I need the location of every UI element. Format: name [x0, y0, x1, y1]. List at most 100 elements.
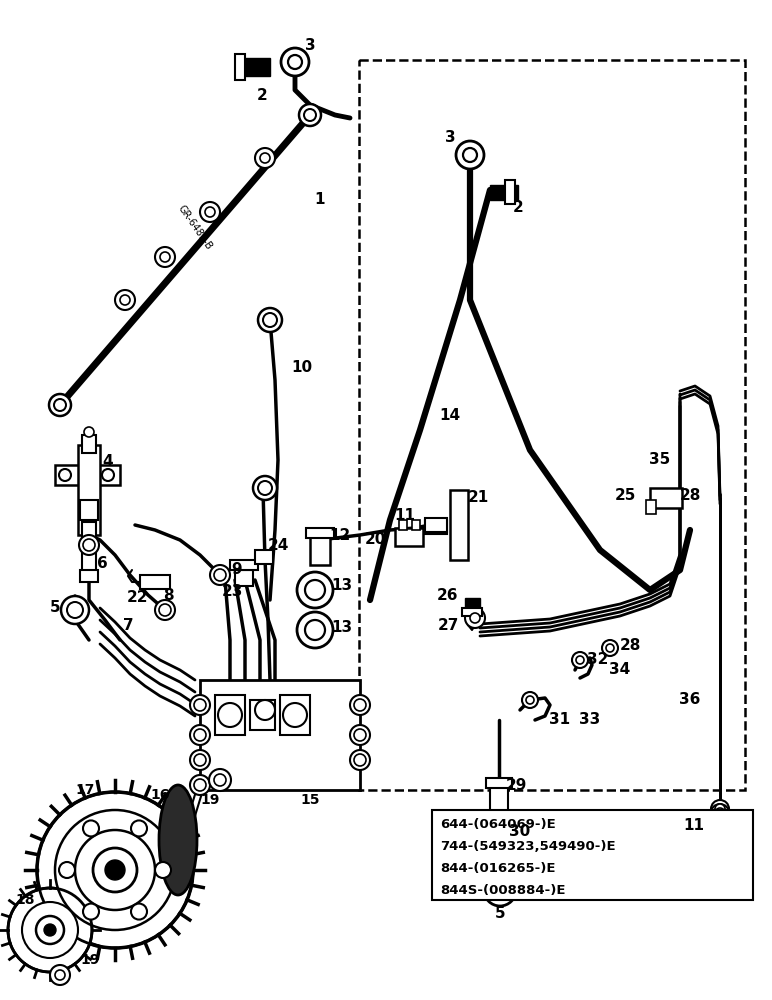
Circle shape	[456, 141, 484, 169]
Circle shape	[59, 862, 75, 878]
Circle shape	[484, 874, 516, 906]
Bar	[240, 58, 270, 76]
Circle shape	[715, 804, 725, 814]
Bar	[486, 778, 512, 788]
Text: 28: 28	[679, 488, 701, 502]
Text: 27: 27	[437, 617, 459, 633]
Circle shape	[209, 769, 231, 791]
Text: 28: 28	[619, 638, 641, 652]
Circle shape	[59, 469, 71, 481]
Text: 13: 13	[331, 620, 353, 636]
Circle shape	[190, 750, 210, 770]
Circle shape	[711, 800, 729, 818]
Circle shape	[131, 904, 147, 920]
Bar	[235, 570, 253, 586]
Circle shape	[190, 775, 210, 795]
Circle shape	[470, 613, 480, 623]
Text: 21: 21	[467, 490, 489, 506]
Circle shape	[200, 202, 220, 222]
Bar	[140, 575, 170, 589]
Text: 14: 14	[439, 408, 461, 422]
Text: 5: 5	[49, 600, 60, 615]
Text: 11: 11	[683, 818, 705, 832]
Text: 5: 5	[495, 906, 506, 922]
Bar	[359, 60, 745, 790]
Text: 33: 33	[579, 712, 601, 728]
Text: 35: 35	[649, 452, 671, 468]
Circle shape	[93, 848, 137, 892]
Circle shape	[305, 620, 325, 640]
Circle shape	[463, 148, 477, 162]
Text: 23: 23	[222, 584, 242, 599]
Circle shape	[260, 153, 270, 163]
Text: 22: 22	[127, 589, 149, 604]
Bar	[250, 700, 275, 730]
Bar	[462, 608, 482, 616]
Bar	[425, 520, 447, 534]
Text: 16: 16	[151, 788, 170, 802]
Text: 19: 19	[80, 953, 100, 967]
Circle shape	[299, 104, 321, 126]
Circle shape	[354, 699, 366, 711]
Text: 12: 12	[330, 528, 350, 542]
Circle shape	[155, 862, 171, 878]
Ellipse shape	[159, 785, 197, 895]
Bar	[80, 500, 98, 520]
Text: 9: 9	[232, 562, 242, 578]
Text: 17: 17	[76, 783, 95, 797]
Circle shape	[214, 774, 226, 786]
Circle shape	[84, 427, 94, 437]
Circle shape	[83, 539, 95, 551]
Circle shape	[263, 313, 277, 327]
Circle shape	[79, 535, 99, 555]
Text: 4: 4	[103, 454, 113, 470]
Text: 11: 11	[394, 508, 415, 522]
Text: 30: 30	[510, 824, 530, 840]
Circle shape	[115, 290, 135, 310]
Text: 8: 8	[163, 587, 173, 602]
Text: 3: 3	[305, 37, 315, 52]
Circle shape	[258, 308, 282, 332]
Text: 6: 6	[96, 556, 107, 570]
Text: 644-(064069-)E: 644-(064069-)E	[440, 818, 556, 831]
Circle shape	[83, 820, 99, 836]
Circle shape	[155, 247, 175, 267]
Bar	[650, 488, 682, 508]
Bar	[82, 435, 96, 453]
Circle shape	[711, 804, 729, 822]
Bar	[280, 695, 310, 735]
Circle shape	[288, 55, 302, 69]
Circle shape	[214, 569, 226, 581]
Circle shape	[491, 881, 509, 899]
Text: 29: 29	[506, 778, 527, 792]
Bar	[399, 520, 407, 530]
Circle shape	[711, 812, 729, 830]
Circle shape	[465, 608, 485, 628]
Text: 36: 36	[679, 692, 701, 708]
Text: 25: 25	[615, 488, 635, 502]
Circle shape	[44, 924, 56, 936]
Circle shape	[490, 821, 508, 839]
Circle shape	[711, 808, 729, 826]
Circle shape	[297, 572, 333, 608]
Text: 2: 2	[256, 88, 267, 103]
Circle shape	[55, 970, 65, 980]
Bar	[80, 570, 98, 582]
Text: 744-(549323,549490-)E: 744-(549323,549490-)E	[440, 840, 616, 853]
Circle shape	[576, 656, 584, 664]
Bar	[78, 445, 100, 535]
Bar	[425, 518, 447, 532]
Circle shape	[255, 148, 275, 168]
Text: 2: 2	[513, 200, 523, 216]
Bar	[450, 490, 468, 560]
Text: 7: 7	[123, 617, 134, 633]
Circle shape	[120, 295, 130, 305]
Bar	[490, 780, 508, 815]
Circle shape	[483, 814, 515, 846]
Circle shape	[190, 695, 210, 715]
Circle shape	[715, 816, 725, 826]
Text: 32: 32	[587, 652, 608, 668]
Bar	[465, 598, 480, 608]
Circle shape	[50, 965, 70, 985]
Circle shape	[67, 602, 83, 618]
